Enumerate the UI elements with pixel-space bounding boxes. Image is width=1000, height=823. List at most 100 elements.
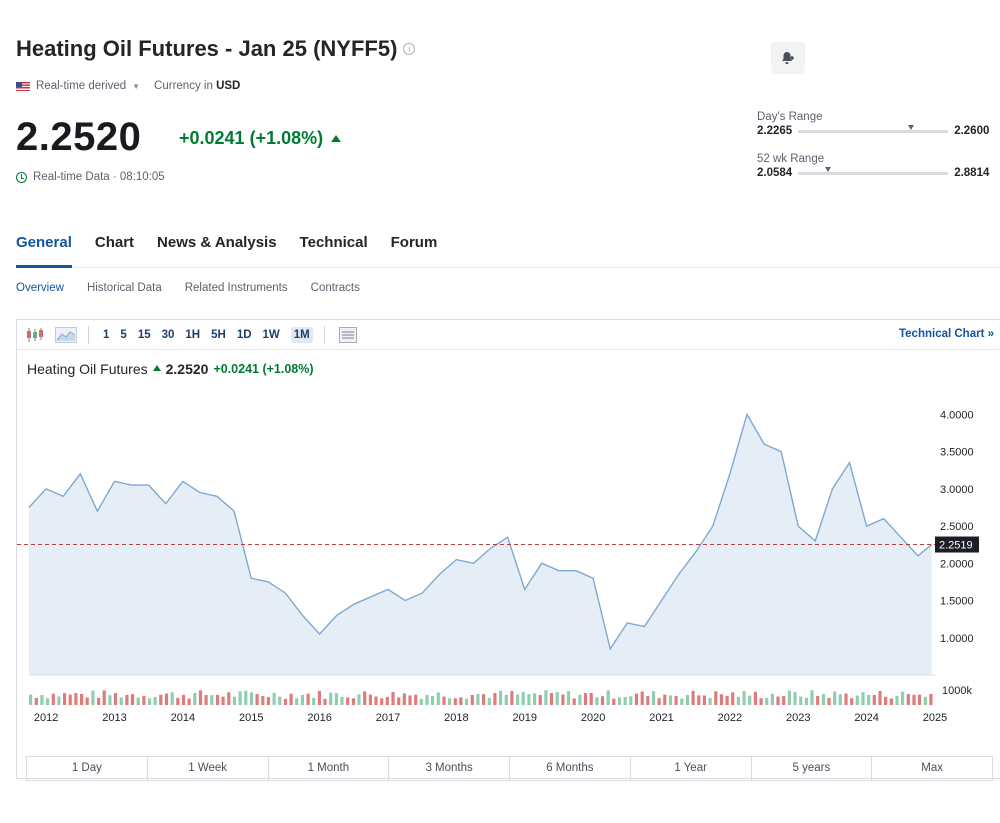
volume-bar bbox=[867, 695, 871, 705]
x-tick-label: 2024 bbox=[854, 712, 878, 724]
volume-bar bbox=[493, 693, 497, 705]
interval-15[interactable]: 15 bbox=[137, 328, 151, 341]
volume-bar bbox=[578, 694, 582, 705]
interval-30[interactable]: 30 bbox=[161, 328, 175, 341]
period-1-year[interactable]: 1 Year bbox=[631, 757, 752, 780]
volume-bar bbox=[57, 696, 61, 705]
volume-bar bbox=[249, 692, 253, 705]
volume-bar bbox=[793, 691, 797, 705]
volume-bar bbox=[329, 692, 333, 705]
volume-bar bbox=[431, 696, 435, 705]
realtime-label: Real-time Data · 08:10:05 bbox=[33, 171, 165, 183]
52wk-range: 52 wk Range 2.0584 2.8814 bbox=[757, 153, 1000, 179]
period-5-years[interactable]: 5 years bbox=[752, 757, 873, 780]
period-1-week[interactable]: 1 Week bbox=[148, 757, 269, 780]
volume-bar bbox=[323, 698, 327, 705]
volume-bar bbox=[34, 698, 38, 705]
volume-bar bbox=[527, 694, 531, 705]
volume-bar bbox=[827, 697, 831, 705]
period-3-months[interactable]: 3 Months bbox=[389, 757, 510, 780]
info-icon[interactable]: i bbox=[403, 43, 416, 55]
volume-bar bbox=[164, 693, 169, 705]
volume-bar bbox=[46, 698, 50, 705]
volume-bar bbox=[244, 690, 248, 705]
volume-bar bbox=[838, 694, 842, 705]
data-source-select[interactable]: Real-time derived bbox=[36, 80, 127, 92]
realtime-status: Real-time Data · 08:10:05 bbox=[16, 171, 165, 183]
volume-bar bbox=[583, 693, 588, 705]
volume-bar bbox=[266, 697, 270, 705]
price-chart[interactable]: 4.0000 3.5000 3.0000 2.5000 2.0000 1.5000 1.00… bbox=[17, 320, 1000, 780]
interval-1[interactable]: 1 bbox=[103, 328, 110, 341]
x-tick-label: 2025 bbox=[923, 712, 947, 724]
technical-chart-link[interactable]: Technical Chart » bbox=[898, 328, 994, 340]
volume-bar bbox=[227, 692, 231, 705]
tab-technical[interactable]: Technical bbox=[299, 234, 368, 251]
volume-bar bbox=[204, 695, 208, 705]
volume-bar bbox=[606, 690, 610, 705]
volume-bar bbox=[312, 697, 316, 705]
volume-bar bbox=[147, 698, 152, 705]
volume-bar bbox=[300, 694, 304, 705]
volume-bar bbox=[238, 691, 242, 705]
candlestick-icon[interactable] bbox=[26, 327, 44, 343]
interval-1m[interactable]: 1M bbox=[290, 326, 313, 343]
volume-bar bbox=[844, 693, 848, 705]
volume-bar bbox=[425, 694, 429, 705]
volume-bar bbox=[595, 697, 599, 705]
tab-general[interactable]: General bbox=[16, 230, 72, 268]
volume-bar bbox=[68, 694, 72, 705]
y-tick-label: 1.5000 bbox=[940, 596, 974, 608]
volume-bar bbox=[374, 696, 378, 705]
y-tick-label: 1.0000 bbox=[940, 633, 974, 645]
volume-bar bbox=[51, 693, 55, 705]
add-alert-button[interactable] bbox=[771, 42, 805, 74]
last-price: 2.2520 bbox=[16, 115, 142, 159]
interval-5h[interactable]: 5H bbox=[211, 328, 226, 341]
chevron-down-icon[interactable]: ▼ bbox=[132, 81, 141, 91]
main-tabs: General Chart News & Analysis Technical … bbox=[16, 230, 1000, 268]
subtab-related-instruments[interactable]: Related Instruments bbox=[184, 282, 288, 294]
days-range-high: 2.2600 bbox=[954, 125, 990, 137]
price-area bbox=[29, 414, 932, 675]
volume-bar bbox=[668, 695, 673, 705]
toolbar-divider bbox=[323, 325, 325, 344]
days-range-bar bbox=[798, 124, 949, 133]
volume-bar bbox=[617, 697, 622, 705]
volume-bar bbox=[408, 695, 412, 705]
tab-chart[interactable]: Chart bbox=[94, 234, 135, 251]
days-range-low: 2.2265 bbox=[757, 125, 793, 137]
interval-5[interactable]: 5 bbox=[120, 328, 127, 341]
tab-news-analysis[interactable]: News & Analysis bbox=[157, 234, 277, 251]
period-max[interactable]: Max bbox=[921, 762, 943, 774]
volume-bar bbox=[906, 694, 910, 705]
subtab-contracts[interactable]: Contracts bbox=[310, 282, 360, 294]
y-tick-label: 4.0000 bbox=[940, 409, 974, 421]
period-1-day[interactable]: 1 Day bbox=[27, 757, 148, 780]
clock-icon bbox=[16, 171, 27, 183]
volume-bar bbox=[561, 694, 565, 705]
area-chart-icon[interactable] bbox=[55, 326, 77, 343]
volume-bar bbox=[113, 693, 118, 705]
volume-bar bbox=[884, 696, 888, 705]
x-tick-label: 2015 bbox=[239, 712, 263, 724]
52wk-range-high: 2.8814 bbox=[954, 167, 990, 179]
interval-1w[interactable]: 1W bbox=[262, 328, 280, 341]
subtab-overview[interactable]: Overview bbox=[16, 282, 64, 294]
period-1-month[interactable]: 1 Month bbox=[269, 757, 390, 780]
subtab-historical-data[interactable]: Historical Data bbox=[86, 282, 162, 294]
volume-bar bbox=[453, 698, 457, 705]
period-6-months[interactable]: 6 Months bbox=[510, 757, 631, 780]
tab-forum[interactable]: Forum bbox=[390, 234, 438, 251]
table-view-icon[interactable] bbox=[338, 326, 357, 343]
volume-bar bbox=[697, 695, 701, 705]
volume-bar bbox=[821, 694, 825, 705]
interval-1d[interactable]: 1D bbox=[236, 328, 252, 341]
volume-bar bbox=[589, 692, 593, 705]
volume-bar bbox=[725, 695, 729, 705]
volume-bar bbox=[889, 698, 893, 705]
volume-bar bbox=[765, 697, 769, 705]
interval-1h[interactable]: 1H bbox=[185, 328, 201, 341]
volume-bar bbox=[176, 697, 180, 705]
volume-bar bbox=[334, 693, 338, 705]
